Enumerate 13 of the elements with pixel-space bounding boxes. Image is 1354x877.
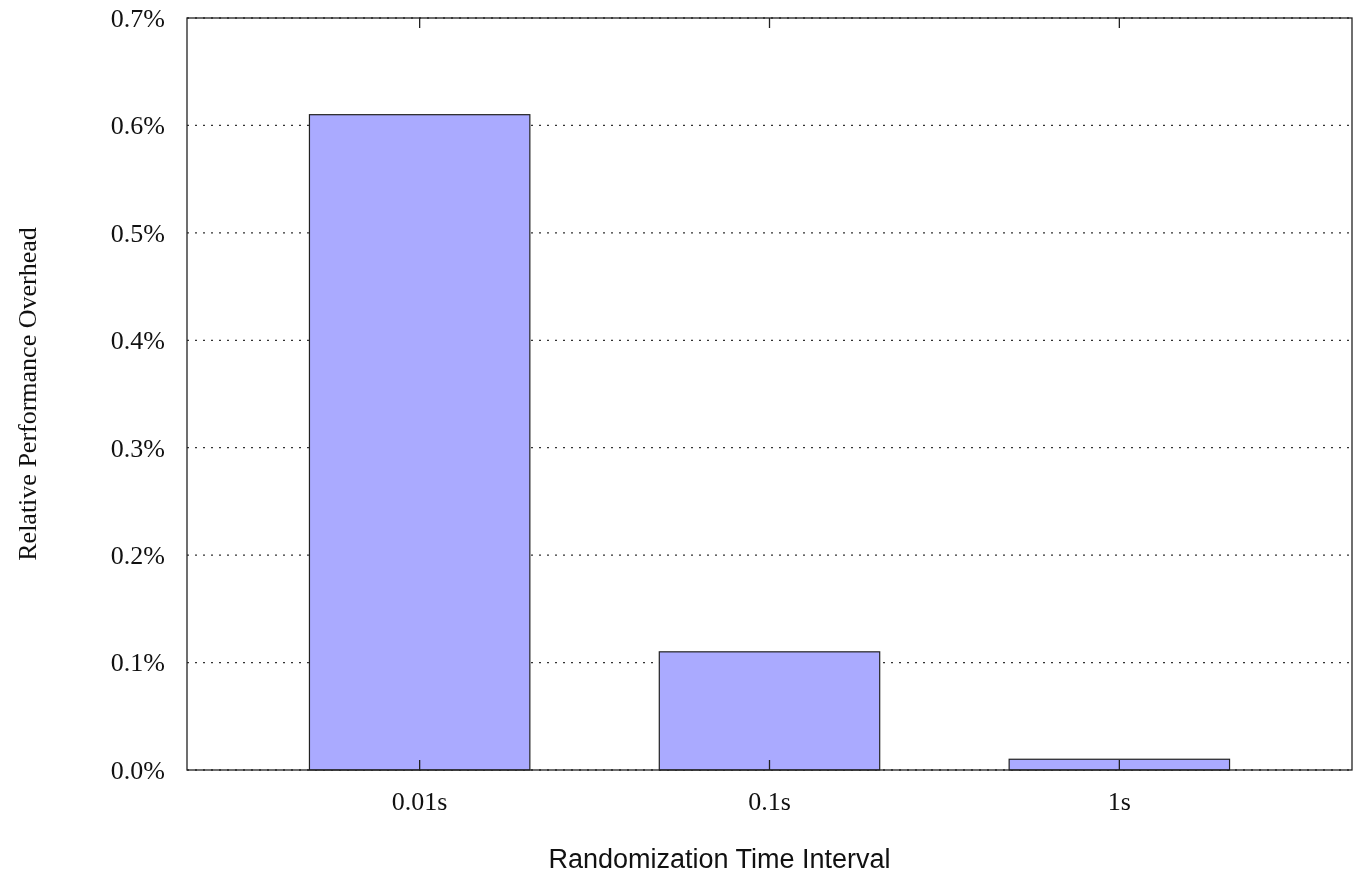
y-tick-label: 0.5%: [110, 218, 165, 248]
y-tick-label: 0.2%: [110, 540, 165, 570]
x-tick-label: 1s: [1107, 787, 1131, 817]
y-tick-label: 0.4%: [110, 326, 165, 356]
y-tick-label: 0.7%: [110, 3, 165, 33]
x-axis-title: Randomization Time Interval: [548, 844, 891, 874]
y-axis-title: Relative Performance Overhead: [13, 227, 42, 561]
y-tick-label: 0.0%: [110, 755, 165, 785]
x-tick-label: 0.1s: [748, 787, 791, 817]
y-tick-label: 0.1%: [110, 648, 165, 678]
y-tick-label: 0.6%: [110, 111, 165, 141]
x-tick-label: 0.01s: [391, 787, 448, 817]
y-tick-label: 0.3%: [110, 433, 165, 463]
